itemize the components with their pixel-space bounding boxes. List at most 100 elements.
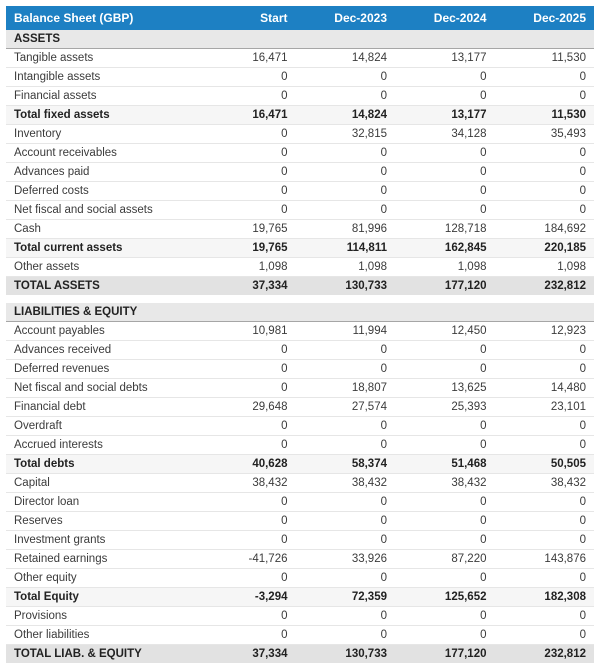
row-label: TOTAL ASSETS — [6, 276, 196, 295]
cell-value: 0 — [196, 530, 296, 550]
row-label: Cash — [6, 219, 196, 239]
section-header-row: ASSETS — [6, 30, 594, 49]
cell-value: 29,648 — [196, 397, 296, 417]
row-label: Total current assets — [6, 238, 196, 258]
table-row: Total Equity -3,294 72,359 125,652 182,308 — [6, 587, 594, 607]
row-label: Overdraft — [6, 416, 196, 436]
row-label: Retained earnings — [6, 549, 196, 569]
cell-value: 0 — [196, 86, 296, 106]
row-label: Financial assets — [6, 86, 196, 106]
cell-value: 25,393 — [395, 397, 495, 417]
row-label: Account payables — [6, 321, 196, 341]
cell-value: 37,334 — [196, 644, 296, 663]
table-row: Account payables 10,981 11,994 12,450 12,923 — [6, 321, 594, 341]
cell-value: 0 — [196, 378, 296, 398]
cell-value: 1,098 — [395, 257, 495, 277]
cell-value: 184,692 — [494, 219, 594, 239]
row-label: Provisions — [6, 606, 196, 626]
row-label: Financial debt — [6, 397, 196, 417]
cell-value: 0 — [494, 340, 594, 360]
table-row: Intangible assets 0 0 0 0 — [6, 67, 594, 87]
cell-value: 1,098 — [295, 257, 395, 277]
cell-value: 32,815 — [295, 124, 395, 144]
table-row: Net fiscal and social assets 0 0 0 0 — [6, 200, 594, 220]
cell-value: 0 — [494, 181, 594, 201]
cell-value: 125,652 — [395, 587, 495, 607]
cell-value: 16,471 — [196, 105, 296, 125]
cell-value: 0 — [395, 143, 495, 163]
cell-value: 0 — [494, 359, 594, 379]
cell-value: 38,432 — [395, 473, 495, 493]
cell-value: 0 — [395, 606, 495, 626]
cell-value: 0 — [196, 181, 296, 201]
cell-value: 12,923 — [494, 321, 594, 341]
cell-value: 10,981 — [196, 321, 296, 341]
row-label: Advances paid — [6, 162, 196, 182]
table-row: Account receivables 0 0 0 0 — [6, 143, 594, 163]
cell-value: 0 — [395, 492, 495, 512]
cell-value: 11,994 — [295, 321, 395, 341]
table-row: Other assets 1,098 1,098 1,098 1,098 — [6, 257, 594, 277]
row-label: Inventory — [6, 124, 196, 144]
table-row: TOTAL ASSETS 37,334 130,733 177,120 232,812 — [6, 276, 594, 295]
cell-value: 130,733 — [295, 276, 395, 295]
cell-value: 0 — [494, 200, 594, 220]
column-header: Dec-2023 — [295, 6, 395, 30]
cell-value: 0 — [196, 67, 296, 87]
row-label: Other equity — [6, 568, 196, 588]
cell-value: 0 — [395, 435, 495, 455]
cell-value: 0 — [196, 511, 296, 531]
table-header-row: Balance Sheet (GBP) Start Dec-2023 Dec-202… — [6, 6, 594, 30]
table-row: Cash 19,765 81,996 128,718 184,692 — [6, 219, 594, 239]
cell-value: 0 — [196, 625, 296, 645]
table-body: ASSETS Tangible assets 16,471 14,824 13,177 1… — [6, 30, 594, 663]
table-row: Financial debt 29,648 27,574 25,393 23,101 — [6, 397, 594, 417]
cell-value: 143,876 — [494, 549, 594, 569]
cell-value: 34,128 — [395, 124, 495, 144]
cell-value: 0 — [494, 143, 594, 163]
row-label: Total fixed assets — [6, 105, 196, 125]
cell-value: 0 — [395, 416, 495, 436]
cell-value: 0 — [395, 200, 495, 220]
cell-value: 0 — [494, 67, 594, 87]
cell-value: 14,824 — [295, 48, 395, 68]
cell-value: 130,733 — [295, 644, 395, 663]
cell-value: 0 — [494, 511, 594, 531]
cell-value: 114,811 — [295, 238, 395, 258]
cell-value: 81,996 — [295, 219, 395, 239]
cell-value: 1,098 — [196, 257, 296, 277]
cell-value: 0 — [395, 568, 495, 588]
table-row: Capital 38,432 38,432 38,432 38,432 — [6, 473, 594, 493]
cell-value: 0 — [395, 86, 495, 106]
cell-value: 0 — [494, 625, 594, 645]
table-row: Tangible assets 16,471 14,824 13,177 11,530 — [6, 48, 594, 68]
table-row: Total fixed assets 16,471 14,824 13,177 11,5… — [6, 105, 594, 125]
table-row: Other liabilities 0 0 0 0 — [6, 625, 594, 645]
row-label: Reserves — [6, 511, 196, 531]
cell-value: 0 — [494, 492, 594, 512]
cell-value: 177,120 — [395, 644, 495, 663]
column-header: Start — [196, 6, 296, 30]
table-row: Provisions 0 0 0 0 — [6, 606, 594, 626]
cell-value: 177,120 — [395, 276, 495, 295]
cell-value: 0 — [295, 416, 395, 436]
cell-value: 0 — [295, 359, 395, 379]
cell-value: 0 — [395, 162, 495, 182]
cell-value: 0 — [295, 143, 395, 163]
row-label: Total Equity — [6, 587, 196, 607]
cell-value: 0 — [494, 416, 594, 436]
cell-value: 35,493 — [494, 124, 594, 144]
cell-value: 128,718 — [395, 219, 495, 239]
cell-value: 0 — [295, 511, 395, 531]
balance-sheet-table: Balance Sheet (GBP) Start Dec-2023 Dec-202… — [6, 6, 594, 663]
cell-value: 19,765 — [196, 219, 296, 239]
section-title: LIABILITIES & EQUITY — [6, 303, 594, 322]
cell-value: 14,480 — [494, 378, 594, 398]
cell-value: 0 — [494, 568, 594, 588]
cell-value: 0 — [295, 162, 395, 182]
cell-value: 38,432 — [295, 473, 395, 493]
cell-value: 0 — [196, 200, 296, 220]
cell-value: 11,530 — [494, 105, 594, 125]
cell-value: 0 — [395, 359, 495, 379]
cell-value: -41,726 — [196, 549, 296, 569]
